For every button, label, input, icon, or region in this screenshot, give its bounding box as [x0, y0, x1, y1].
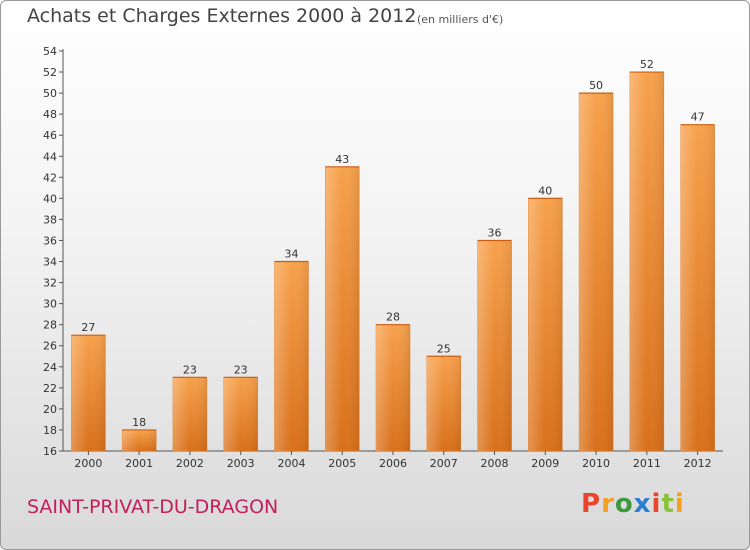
proxiti-logo: Proxiti	[581, 489, 685, 519]
x-tick-label: 2004	[277, 457, 305, 470]
y-tick-label: 48	[43, 108, 57, 121]
logo-letter: x	[633, 489, 652, 519]
commune-name: SAINT-PRIVAT-DU-DRAGON	[27, 496, 279, 518]
x-tick-label: 2000	[74, 457, 102, 470]
x-tick-label: 2001	[125, 457, 153, 470]
data-label: 23	[234, 363, 248, 376]
y-tick-label: 20	[43, 403, 57, 416]
y-tick-label: 26	[43, 340, 57, 353]
x-tick-label: 2011	[633, 457, 661, 470]
y-tick-label: 24	[43, 361, 57, 374]
bar-shading	[71, 335, 106, 451]
bar-shading	[223, 377, 258, 451]
y-tick-label: 42	[43, 171, 57, 184]
data-label: 18	[132, 416, 146, 429]
logo-letter: i	[651, 489, 662, 519]
y-tick-label: 34	[43, 256, 57, 269]
logo-letter: r	[601, 489, 615, 519]
bar-shading	[528, 198, 563, 451]
logo-letter: t	[661, 489, 675, 519]
chart-title: Achats et Charges Externes 2000 à 2012	[27, 5, 417, 27]
logo-letter: o	[614, 489, 634, 519]
data-label: 36	[488, 226, 502, 239]
data-label: 50	[589, 79, 603, 92]
y-tick-label: 38	[43, 213, 57, 226]
y-tick-label: 50	[43, 87, 57, 100]
data-label: 28	[386, 311, 400, 324]
x-tick-label: 2003	[227, 457, 255, 470]
x-tick-label: 2012	[684, 457, 712, 470]
bar-shading	[172, 377, 207, 451]
data-label: 40	[538, 184, 552, 197]
data-label: 25	[437, 342, 451, 355]
chart-subtitle: (en milliers d'€)	[417, 13, 504, 26]
y-tick-label: 16	[43, 445, 57, 458]
bar-shading	[579, 93, 614, 452]
bar-shading	[376, 324, 410, 451]
data-label: 34	[284, 248, 298, 261]
y-tick-label: 22	[43, 382, 57, 395]
bar-shading	[122, 429, 157, 451]
plot-area: 16 18 20 22 24 26 28 30 32 34 36 38 40 42 44 46 48 50 52 54…	[43, 45, 723, 470]
bar-shading	[629, 72, 664, 451]
bar-shading	[426, 356, 461, 451]
y-tick-label: 52	[43, 66, 57, 79]
y-tick-label: 46	[43, 129, 57, 142]
y-tick-label: 18	[43, 424, 57, 437]
bar-shading	[477, 240, 512, 451]
logo-letter: i	[674, 489, 685, 519]
data-label: 47	[691, 111, 705, 124]
x-tick-label: 2002	[176, 457, 204, 470]
y-tick-label: 54	[43, 45, 57, 58]
y-tick-label: 30	[43, 298, 57, 311]
logo-letter: P	[581, 489, 602, 519]
x-tick-label: 2007	[430, 457, 458, 470]
y-tick-label: 40	[43, 192, 57, 205]
x-tick-label: 2008	[481, 457, 509, 470]
x-tick-label: 2010	[582, 457, 610, 470]
data-label: 23	[183, 363, 197, 376]
y-tick-label: 44	[43, 150, 57, 163]
y-tick-label: 28	[43, 319, 57, 332]
data-label: 43	[335, 153, 349, 166]
data-label: 27	[81, 321, 95, 334]
y-tick-label: 36	[43, 234, 57, 247]
bar-shading	[325, 166, 360, 451]
bar-shading	[680, 124, 715, 452]
x-tick-label: 2005	[328, 457, 356, 470]
bar-shading	[274, 261, 309, 451]
x-tick-label: 2009	[531, 457, 559, 470]
x-tick-label: 2006	[379, 457, 407, 470]
y-tick-label: 32	[43, 277, 57, 290]
data-label: 52	[640, 58, 654, 71]
